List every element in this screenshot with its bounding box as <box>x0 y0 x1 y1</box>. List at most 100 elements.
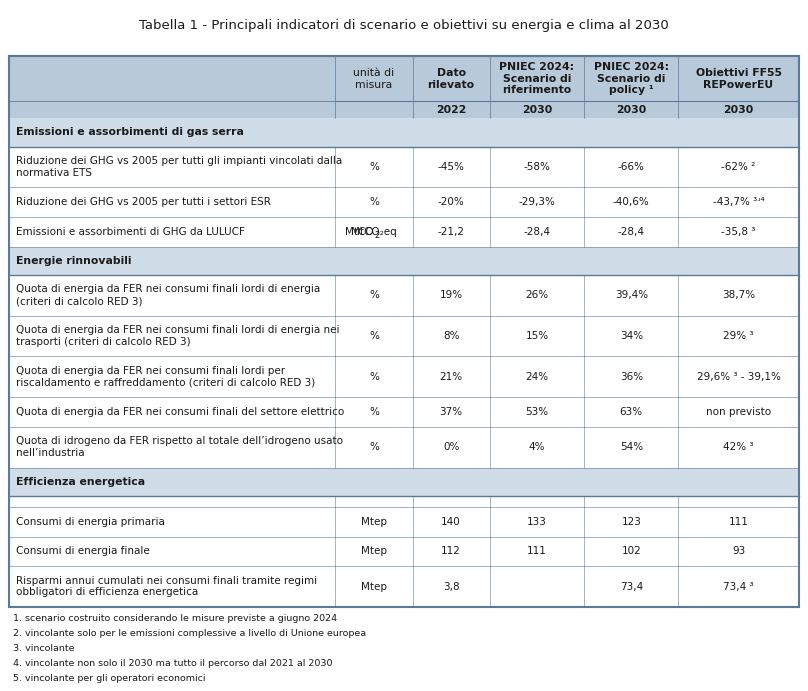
Text: 0%: 0% <box>443 442 460 452</box>
Text: Emissioni e assorbimenti di GHG da LULUCF: Emissioni e assorbimenti di GHG da LULUC… <box>16 227 245 237</box>
Text: -62% ²: -62% ² <box>722 162 755 172</box>
Text: 1. scenario costruito considerando le misure previste a giugno 2024: 1. scenario costruito considerando le mi… <box>14 614 338 623</box>
Bar <box>10 275 798 316</box>
Text: 112: 112 <box>441 547 461 556</box>
Text: 2030: 2030 <box>617 105 646 115</box>
Text: Mtep: Mtep <box>361 517 387 527</box>
Text: Energie rinnovabili: Energie rinnovabili <box>16 256 132 266</box>
Bar <box>10 566 798 607</box>
Text: -28,4: -28,4 <box>618 227 645 237</box>
Text: -20%: -20% <box>438 197 465 207</box>
Text: Riduzione dei GHG vs 2005 per tutti gli impianti vincolati dalla
normativa ETS: Riduzione dei GHG vs 2005 per tutti gli … <box>16 156 342 178</box>
Text: -28,4: -28,4 <box>524 227 550 237</box>
Text: 2030: 2030 <box>522 105 552 115</box>
Text: 140: 140 <box>441 517 461 527</box>
Text: 37%: 37% <box>440 407 463 417</box>
Text: 29% ³: 29% ³ <box>723 331 754 341</box>
Text: 4%: 4% <box>528 442 545 452</box>
Text: 2030: 2030 <box>723 105 754 115</box>
Text: 93: 93 <box>732 547 745 556</box>
Text: %: % <box>369 162 379 172</box>
Bar <box>10 187 798 217</box>
Bar <box>10 316 798 357</box>
Text: 111: 111 <box>729 517 748 527</box>
Bar <box>10 118 798 146</box>
Text: unità di
misura: unità di misura <box>353 68 394 90</box>
Text: 4. vincolante non solo il 2030 ma tutto il percorso dal 2021 al 2030: 4. vincolante non solo il 2030 ma tutto … <box>14 659 333 668</box>
Text: non previsto: non previsto <box>706 407 771 417</box>
Text: Dato
rilevato: Dato rilevato <box>427 68 475 90</box>
Text: 2. vincolante solo per le emissioni complessive a livello di Unione europea: 2. vincolante solo per le emissioni comp… <box>14 629 367 638</box>
Bar <box>10 427 798 468</box>
Text: %: % <box>369 442 379 452</box>
Bar <box>10 101 798 118</box>
Bar <box>10 507 798 537</box>
Text: %: % <box>369 407 379 417</box>
Text: %: % <box>369 197 379 207</box>
Text: 54%: 54% <box>620 442 643 452</box>
Bar <box>10 57 798 101</box>
Text: %: % <box>369 290 379 300</box>
Text: %: % <box>369 331 379 341</box>
Text: Tabella 1 - Principali indicatori di scenario e obiettivi su energia e clima al : Tabella 1 - Principali indicatori di sce… <box>139 19 669 32</box>
Text: 5. vincolante per gli operatori economici: 5. vincolante per gli operatori economic… <box>14 674 206 683</box>
Text: -66%: -66% <box>618 162 645 172</box>
Text: 38,7%: 38,7% <box>722 290 755 300</box>
Text: 8%: 8% <box>443 331 460 341</box>
Text: Efficienza energetica: Efficienza energetica <box>16 477 145 486</box>
Text: 36%: 36% <box>620 372 643 382</box>
Text: 19%: 19% <box>440 290 463 300</box>
Text: Quota di energia da FER nei consumi finali lordi per
riscaldamento e raffreddame: Quota di energia da FER nei consumi fina… <box>16 366 315 388</box>
Bar <box>10 537 798 566</box>
Text: Consumi di energia primaria: Consumi di energia primaria <box>16 517 165 527</box>
Text: Quota di energia da FER nei consumi finali lordi di energia nei
trasporti (crite: Quota di energia da FER nei consumi fina… <box>16 325 339 347</box>
Text: 111: 111 <box>527 547 547 556</box>
Text: 24%: 24% <box>525 372 549 382</box>
Text: 2022: 2022 <box>436 105 466 115</box>
Text: Risparmi annui cumulati nei consumi finali tramite regimi
obbligatori di efficie: Risparmi annui cumulati nei consumi fina… <box>16 576 317 598</box>
Text: Emissioni e assorbimenti di gas serra: Emissioni e assorbimenti di gas serra <box>16 127 244 138</box>
Text: 73,4 ³: 73,4 ³ <box>723 582 754 591</box>
Text: PNIEC 2024:
Scenario di
riferimento: PNIEC 2024: Scenario di riferimento <box>499 62 574 95</box>
Text: 102: 102 <box>621 547 642 556</box>
Text: 53%: 53% <box>525 407 549 417</box>
Text: -58%: -58% <box>524 162 550 172</box>
Text: 21%: 21% <box>440 372 463 382</box>
Text: Mtep: Mtep <box>361 582 387 591</box>
Text: 39,4%: 39,4% <box>615 290 648 300</box>
Text: %: % <box>369 372 379 382</box>
Text: MtCO: MtCO <box>345 227 374 237</box>
Bar <box>10 397 798 427</box>
Text: MtCO₂eq: MtCO₂eq <box>351 227 397 237</box>
Text: -45%: -45% <box>438 162 465 172</box>
Bar <box>10 496 798 507</box>
Bar <box>10 146 798 187</box>
Text: 73,4: 73,4 <box>620 582 643 591</box>
Text: 133: 133 <box>527 517 547 527</box>
Text: -21,2: -21,2 <box>438 227 465 237</box>
Text: 42% ³: 42% ³ <box>723 442 754 452</box>
Text: -43,7% ³ʴ⁴: -43,7% ³ʴ⁴ <box>713 197 764 207</box>
Text: -35,8 ³: -35,8 ³ <box>722 227 755 237</box>
Text: Riduzione dei GHG vs 2005 per tutti i settori ESR: Riduzione dei GHG vs 2005 per tutti i se… <box>16 197 271 207</box>
Text: Consumi di energia finale: Consumi di energia finale <box>16 547 149 556</box>
Text: 15%: 15% <box>525 331 549 341</box>
Text: 26%: 26% <box>525 290 549 300</box>
Text: 123: 123 <box>621 517 642 527</box>
Text: Quota di energia da FER nei consumi finali del settore elettrico: Quota di energia da FER nei consumi fina… <box>16 407 344 417</box>
Text: PNIEC 2024:
Scenario di
policy ¹: PNIEC 2024: Scenario di policy ¹ <box>594 62 669 95</box>
Text: 3,8: 3,8 <box>443 582 460 591</box>
Text: 63%: 63% <box>620 407 643 417</box>
Bar <box>10 247 798 275</box>
Text: Quota di idrogeno da FER rispetto al totale dell’idrogeno usato
nell’industria: Quota di idrogeno da FER rispetto al tot… <box>16 437 343 458</box>
Bar <box>10 217 798 247</box>
Text: -40,6%: -40,6% <box>613 197 650 207</box>
Bar <box>10 468 798 496</box>
Text: 29,6% ³ - 39,1%: 29,6% ³ - 39,1% <box>696 372 781 382</box>
Text: -29,3%: -29,3% <box>519 197 555 207</box>
Bar <box>10 357 798 397</box>
Text: Quota di energia da FER nei consumi finali lordi di energia
(criteri di calcolo : Quota di energia da FER nei consumi fina… <box>16 285 320 306</box>
Text: 34%: 34% <box>620 331 643 341</box>
Text: 3. vincolante: 3. vincolante <box>14 644 75 653</box>
Text: Obiettivi FF55
REPowerEU: Obiettivi FF55 REPowerEU <box>696 68 781 90</box>
